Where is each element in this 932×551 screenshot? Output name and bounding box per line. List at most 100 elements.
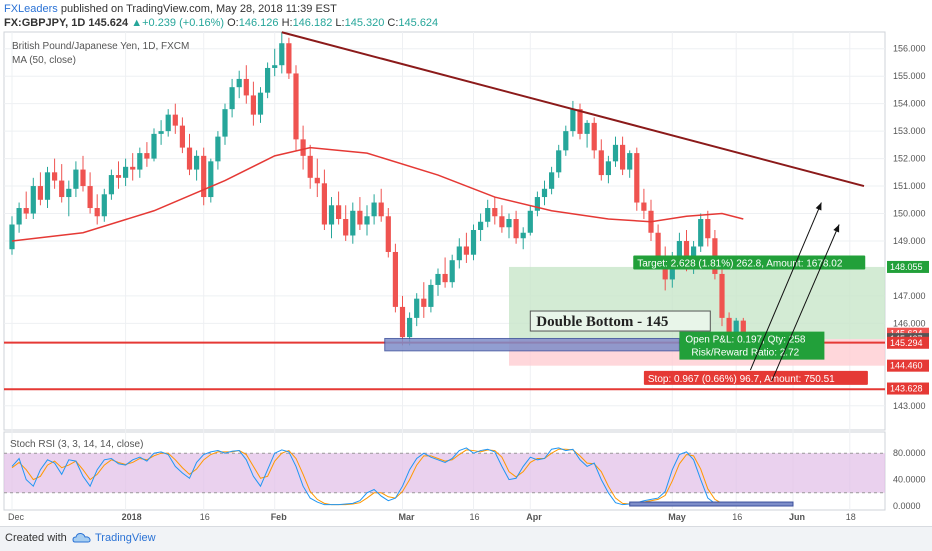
candle-body [407,317,413,338]
candle-body [655,232,661,258]
candle-body [627,153,633,170]
target-label: Target: 2.628 (1.81%) 262.8, Amount: 167… [637,258,843,269]
candle-body [463,246,469,255]
candle-body [577,109,583,134]
candle-body [541,188,548,198]
price-tick-label: 149.000 [893,236,926,246]
grid-lines [4,32,885,510]
candle-body [733,320,739,338]
candle-body [151,133,157,159]
candle-body [385,216,391,252]
price-label-bg [887,382,929,395]
descending-trendline [281,31,865,188]
candle-body [9,224,15,250]
candle-body [265,67,271,93]
open-pl-box [679,331,825,360]
candle-body [172,114,178,126]
time-tick-label: May [668,512,686,522]
candle-body [44,172,51,200]
candle-body [123,166,129,178]
time-axis[interactable]: Dec 2018 16 Feb Mar 16 Apr May 16 Jun 18 [8,512,856,522]
candle-body [641,202,647,211]
candle-body [705,219,711,239]
candle-body [620,144,626,170]
candle-body [634,153,640,203]
candle-body [357,210,363,225]
candle-body [272,65,278,68]
candle-body [392,251,398,307]
price-label-bg [887,336,929,349]
candle-body [698,219,704,247]
price-label: 148.055 [890,262,923,272]
candle-body [108,175,114,195]
open-value: 146.126 [238,17,279,29]
candle-body [179,125,185,148]
price-tick-label: 143.000 [893,401,926,411]
candle-body [201,155,207,198]
candle-body [549,172,555,189]
time-tick-label: Jun [789,512,805,522]
candle-body [485,208,491,222]
low-label: L: [335,17,345,29]
candle-body [293,73,299,140]
candle-body [101,194,107,217]
tradingview-brand-link[interactable]: TradingView [95,532,156,544]
candle-body [605,161,611,176]
candle-body [719,273,725,318]
price-label: 145.294 [890,338,923,348]
double-bottom-box [529,310,711,332]
price-tick-label: 153.000 [893,126,926,136]
candle-body [215,136,221,162]
candle-body [137,153,143,170]
candle-body [520,232,526,239]
stoch-d-line [11,448,737,506]
candle-body [321,183,327,225]
chart-title: British Pound/Japanese Yen, 1D, FXCM [12,41,189,52]
candle-body [563,131,569,151]
time-tick-label: Mar [399,512,416,522]
candle-body [144,153,150,159]
candle-body [534,197,540,211]
candle-body [378,202,384,217]
price-tick-label: 147.000 [893,291,926,301]
projection-arrow-2-head [833,224,840,233]
close-label: C: [387,17,399,29]
candle-body [456,246,462,261]
price-chart[interactable]: Double Bottom - 145 Target: 2.628 (1.81%)… [0,0,932,526]
time-tick-label: 16 [732,512,742,522]
low-value: 145.320 [344,17,385,29]
close-value: 145.624 [398,17,439,29]
candle-body [130,166,136,170]
candle-body [194,155,200,170]
risk-reward-label: Risk/Reward Ratio: 2.72 [691,348,799,359]
published-text: published on TradingView.com, May 28, 20… [60,3,337,15]
stoch-tick-label: 80.0000 [893,448,926,458]
candle-body [414,298,420,318]
time-tick-label: Feb [271,512,288,522]
double-bottom-label: Double Bottom - 145 [536,314,668,330]
candle-body [307,155,313,178]
candle-body [527,210,533,233]
candle-body [371,202,377,217]
candle-body [584,122,590,134]
price-tick-label: 151.000 [893,181,926,191]
price-axis[interactable]: 156.000 155.000 154.000 153.000 152.000 151.0… [887,44,929,411]
candle-body [421,298,427,307]
candle-body [499,216,505,228]
candle-body [343,219,349,236]
candle-body [570,109,576,132]
candle-body [676,240,682,258]
ma-50-line [11,146,744,242]
candle-body [591,122,597,151]
candle-body [506,219,512,228]
price-label: 144.460 [890,361,923,371]
price-tick-label: 156.000 [893,44,926,54]
candle-body [250,95,256,115]
candle-body [492,208,498,217]
high-label: H: [281,17,293,29]
candle-body [612,144,619,162]
candle-body [186,147,193,170]
publisher-link[interactable]: FXLeaders [4,3,58,15]
chart-header: FXLeaders published on TradingView.com, … [0,0,932,30]
candle-body [598,150,604,176]
